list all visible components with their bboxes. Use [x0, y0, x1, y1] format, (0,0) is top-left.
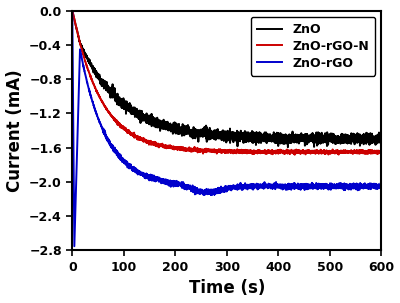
- ZnO-rGO: [188, 188, 193, 192]
- ZnO-rGO: [373, 187, 378, 191]
- ZnO-rGO-N: [373, 151, 378, 154]
- Line: ZnO-rGO: ZnO-rGO: [72, 10, 381, 246]
- ZnO: [124, 108, 128, 111]
- ZnO-rGO: [70, 8, 75, 12]
- ZnO-rGO: [202, 190, 207, 194]
- ZnO: [286, 145, 290, 149]
- ZnO-rGO: [72, 245, 77, 248]
- X-axis label: Time (s): Time (s): [189, 279, 265, 298]
- ZnO-rGO-N: [188, 149, 193, 153]
- ZnO: [340, 137, 344, 141]
- ZnO-rGO: [379, 185, 384, 189]
- ZnO-rGO-N: [379, 150, 384, 154]
- ZnO: [379, 132, 384, 136]
- Legend: ZnO, ZnO-rGO-N, ZnO-rGO: ZnO, ZnO-rGO-N, ZnO-rGO: [251, 17, 375, 76]
- Line: ZnO-rGO-N: ZnO-rGO-N: [72, 10, 381, 155]
- ZnO: [373, 140, 378, 143]
- Line: ZnO: ZnO: [72, 11, 381, 147]
- ZnO-rGO-N: [124, 127, 128, 131]
- ZnO-rGO-N: [202, 149, 207, 153]
- ZnO-rGO-N: [70, 8, 75, 12]
- ZnO-rGO-N: [340, 151, 344, 154]
- ZnO-rGO-N: [292, 153, 297, 157]
- ZnO: [105, 89, 110, 92]
- ZnO-rGO: [105, 137, 110, 140]
- ZnO: [70, 9, 75, 12]
- ZnO: [188, 133, 193, 136]
- ZnO-rGO-N: [105, 109, 110, 112]
- ZnO: [202, 132, 207, 135]
- ZnO-rGO: [124, 161, 128, 165]
- Y-axis label: Current (mA): Current (mA): [6, 69, 24, 192]
- ZnO-rGO: [340, 184, 344, 188]
